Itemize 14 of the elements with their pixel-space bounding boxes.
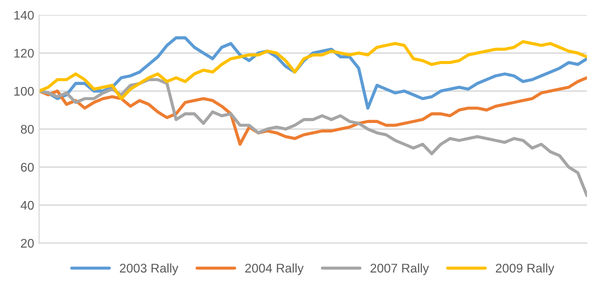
y-tick-label: 40 [20, 200, 34, 210]
y-tick-label: 60 [21, 162, 34, 172]
line-series [39, 76, 587, 146]
line-series [39, 78, 587, 198]
legend-label: 2004 Rally [245, 263, 304, 276]
y-tick-label: 80 [20, 124, 34, 134]
legend-label: 2009 Rally [496, 263, 554, 276]
y-tick-label: 140 [14, 10, 34, 20]
y-tick-label: 120 [14, 48, 34, 58]
y-tick-label: 20 [20, 238, 34, 248]
line-series [39, 40, 587, 100]
legend-label: 2003 Rally [120, 263, 178, 276]
y-tick-label: 100 [14, 86, 34, 96]
legend-label: 2007 Rally [370, 263, 429, 276]
